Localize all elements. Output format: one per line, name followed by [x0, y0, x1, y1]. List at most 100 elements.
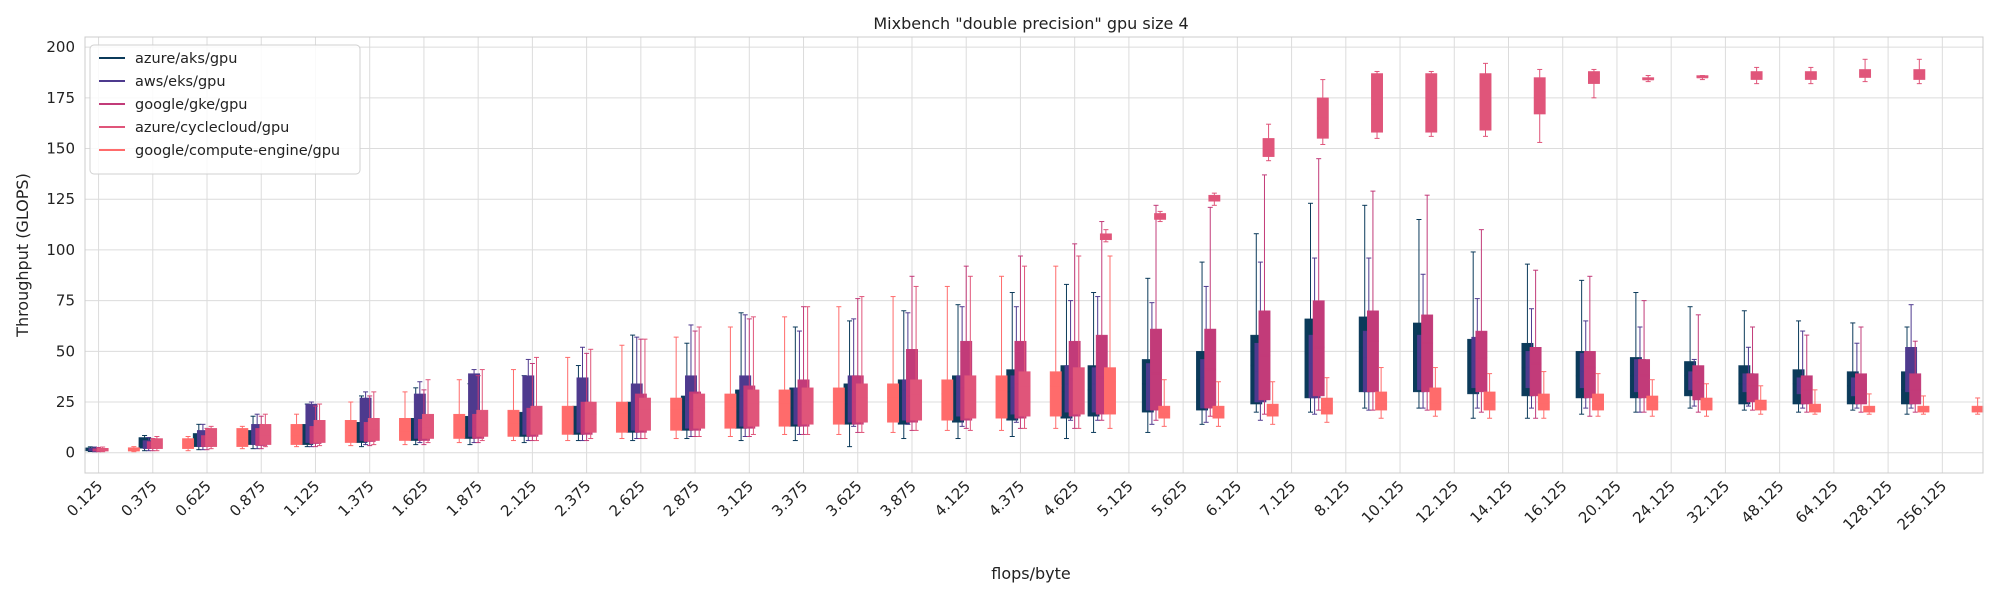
- x-tick-label: 24.125: [1629, 477, 1679, 527]
- x-tick-labels: 0.125 0.375 0.625 0.875 1.125 1.375 1.625 1.875…: [63, 477, 1950, 534]
- x-tick-label: 0.375: [118, 477, 161, 520]
- box: [670, 397, 683, 431]
- box: [150, 438, 163, 449]
- box: [1479, 73, 1492, 131]
- box: [638, 397, 651, 431]
- box: [1754, 399, 1767, 411]
- box: [1638, 359, 1651, 399]
- x-tick-label: 14.125: [1466, 477, 1516, 527]
- y-tick-label: 25: [56, 393, 75, 411]
- x-tick-label: 128.125: [1839, 477, 1896, 534]
- box: [1375, 391, 1388, 411]
- box: [1320, 397, 1333, 415]
- box: [1692, 365, 1705, 401]
- y-tick-label: 200: [46, 38, 75, 56]
- box: [1262, 138, 1275, 157]
- box: [995, 375, 1008, 419]
- box: [1537, 393, 1550, 411]
- box: [1154, 213, 1167, 220]
- x-tick-label: 20.125: [1575, 477, 1625, 527]
- box: [1533, 77, 1546, 115]
- x-tick-label: 1.375: [334, 477, 377, 520]
- x-tick-label: 5.125: [1094, 477, 1137, 520]
- box: [855, 383, 868, 423]
- x-tick-label: 10.125: [1358, 477, 1408, 527]
- box: [1809, 403, 1821, 413]
- x-axis-label: flops/byte: [991, 564, 1071, 583]
- x-tick-label: 3.375: [768, 477, 811, 520]
- x-tick-label: 0.625: [172, 477, 215, 520]
- x-tick-label: 0.875: [226, 477, 269, 520]
- box: [1072, 367, 1085, 415]
- x-tick-label: 4.125: [931, 477, 974, 520]
- box: [1366, 310, 1379, 393]
- x-tick-label: 48.125: [1738, 477, 1788, 527]
- box: [1158, 405, 1171, 419]
- box: [507, 409, 520, 437]
- box: [1312, 300, 1325, 397]
- legend: azure/aks/gpu aws/eks/gpu google/gke/gpu az…: [89, 44, 361, 175]
- plot-frame: [84, 36, 1984, 474]
- y-tick-label: 125: [46, 190, 75, 208]
- box: [1909, 373, 1922, 405]
- box: [367, 417, 380, 441]
- box: [182, 438, 195, 449]
- x-tick-label: 4.375: [985, 477, 1028, 520]
- box: [941, 379, 954, 421]
- x-tick-label: 2.125: [497, 477, 540, 520]
- box: [778, 389, 791, 427]
- box: [693, 393, 706, 429]
- legend-entry: google/compute-engine/gpu: [135, 143, 340, 159]
- box: [1266, 403, 1279, 417]
- box: [344, 420, 357, 443]
- box: [1208, 194, 1221, 202]
- legend-entry: google/gke/gpu: [135, 97, 247, 113]
- box: [1212, 405, 1225, 419]
- box: [747, 389, 760, 427]
- x-tick-label: 3.875: [877, 477, 920, 520]
- x-tick-label: 0.125: [63, 477, 106, 520]
- box: [1529, 347, 1542, 397]
- box: [259, 424, 272, 445]
- box: [801, 387, 814, 425]
- box: [1592, 393, 1604, 411]
- box: [584, 401, 597, 433]
- box: [1746, 373, 1759, 403]
- x-tick-label: 12.125: [1412, 477, 1462, 527]
- box: [887, 383, 900, 423]
- box: [1204, 328, 1217, 409]
- y-tick-label: 150: [46, 140, 75, 158]
- x-tick-label: 16.125: [1521, 477, 1571, 527]
- x-tick-label: 2.875: [660, 477, 703, 520]
- x-tick-label: 64.125: [1792, 477, 1842, 527]
- x-tick-label: 2.625: [606, 477, 649, 520]
- box: [964, 375, 977, 419]
- box: [313, 420, 326, 443]
- x-tick-label: 6.125: [1202, 477, 1245, 520]
- y-tick-label: 175: [46, 89, 75, 107]
- box: [205, 428, 218, 447]
- box: [1429, 387, 1442, 411]
- x-tick-label: 1.875: [443, 477, 486, 520]
- box: [1018, 371, 1031, 417]
- box: [832, 387, 845, 425]
- box: [1425, 73, 1438, 133]
- box: [1917, 405, 1930, 413]
- legend-frame: [89, 44, 361, 175]
- chart-title: Mixbench "double precision" gpu size 4: [873, 14, 1188, 33]
- box: [1863, 405, 1876, 413]
- box: [1646, 395, 1659, 411]
- box: [1371, 73, 1383, 133]
- box: [1700, 397, 1713, 411]
- legend-entry: aws/eks/gpu: [135, 74, 226, 90]
- legend-entry: azure/aks/gpu: [135, 51, 237, 67]
- x-tick-label: 2.375: [551, 477, 594, 520]
- legend-entry: azure/cyclecloud/gpu: [135, 120, 289, 136]
- box: [1099, 233, 1112, 241]
- box: [1475, 330, 1488, 393]
- box: [236, 428, 249, 447]
- x-tick-label: 3.125: [714, 477, 757, 520]
- box-plots: [84, 58, 1984, 453]
- box: [561, 405, 574, 435]
